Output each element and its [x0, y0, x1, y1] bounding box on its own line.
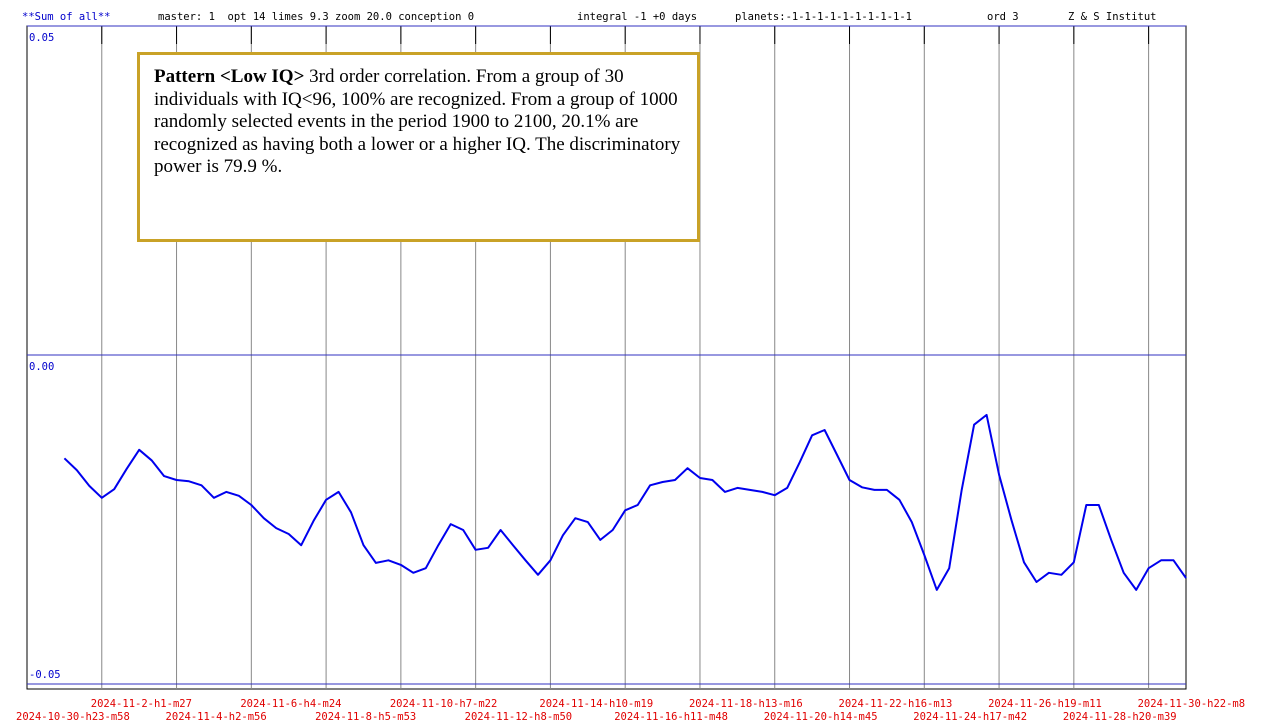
data-line [63, 413, 1187, 591]
header-item: ord 3 [987, 11, 1019, 23]
annotation-title: Pattern <Low IQ> [154, 66, 305, 87]
header-item: master: 1 opt 14 limes 9.3 zoom 20.0 con… [158, 11, 474, 23]
header-item: integral -1 +0 days [577, 11, 697, 23]
header-item: planets:-1-1-1-1-1-1-1-1-1-1 [735, 11, 912, 23]
x-tick-label: 2024-11-24-h17-m42 [913, 711, 1027, 722]
x-tick-label: 2024-11-14-h10-m19 [539, 698, 653, 710]
x-tick-label: 2024-11-16-h11-m48 [614, 711, 728, 722]
x-tick-label: 2024-11-6-h4-m24 [240, 698, 341, 710]
x-tick-label: 2024-11-2-h1-m27 [91, 698, 192, 710]
x-tick-label: 2024-10-30-h23-m58 [16, 711, 130, 722]
x-tick-label: 2024-11-26-h19-m11 [988, 698, 1102, 710]
x-tick-label: 2024-11-4-h2-m56 [166, 711, 267, 722]
header-item: Z & S Institut [1068, 11, 1157, 23]
x-tick-label: 2024-11-8-h5-m53 [315, 711, 416, 722]
header-item: **Sum of all** [22, 11, 111, 23]
y-tick-label: 0.05 [29, 32, 54, 44]
x-tick-label: 2024-11-28-h20-m39 [1063, 711, 1177, 722]
x-tick-label: 2024-11-30-h22-m8 [1138, 698, 1245, 710]
x-tick-label: 2024-11-12-h8-m50 [465, 711, 572, 722]
y-tick-label: -0.05 [29, 669, 61, 681]
x-tick-label: 2024-11-10-h7-m22 [390, 698, 497, 710]
annotation: Pattern <Low IQ> 3rd order correlation. … [137, 52, 700, 242]
x-tick-label: 2024-11-22-h16-m13 [839, 698, 953, 710]
x-tick-label: 2024-11-18-h13-m16 [689, 698, 803, 710]
annotation-text: 3rd order correlation. From a group of 3… [154, 66, 681, 178]
y-tick-label: 0.00 [29, 361, 54, 373]
x-tick-label: 2024-11-20-h14-m45 [764, 711, 878, 722]
